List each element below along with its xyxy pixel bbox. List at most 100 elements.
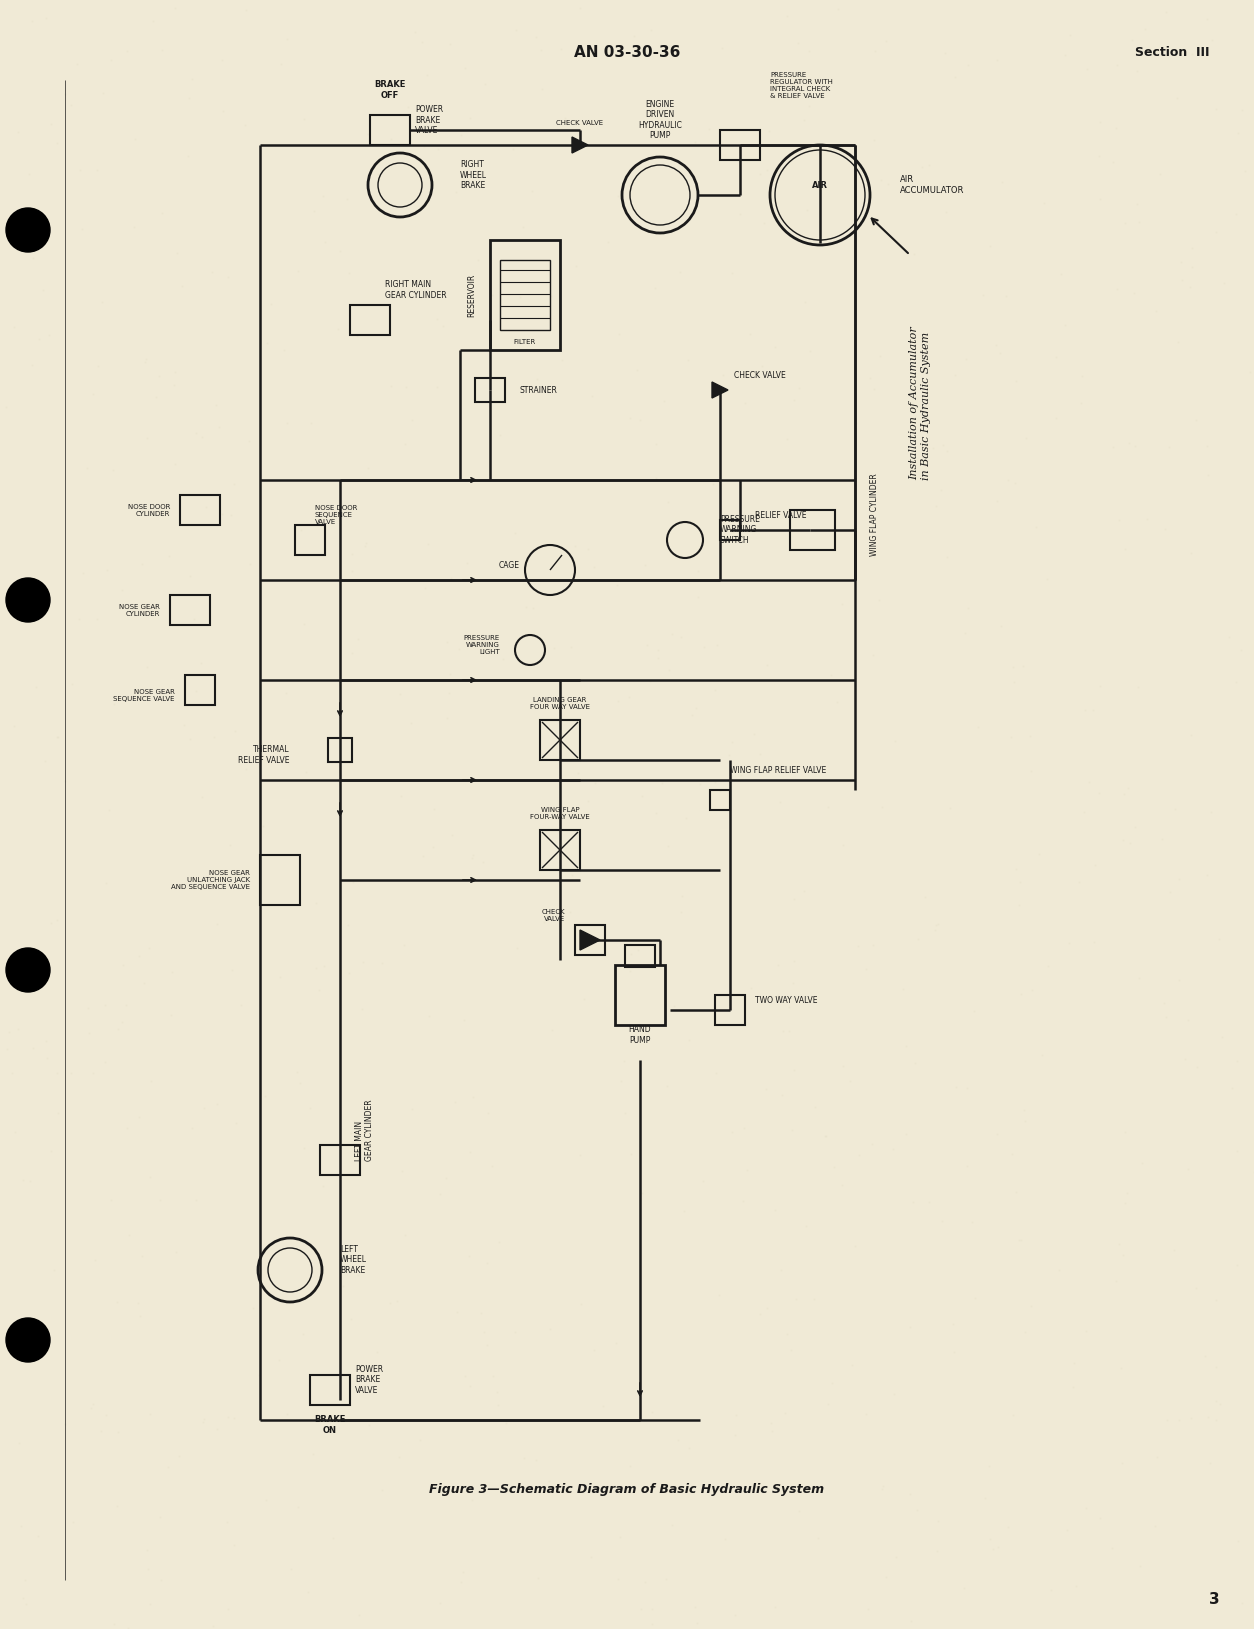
Bar — [329, 738, 352, 762]
Point — [1125, 433, 1145, 459]
Point — [923, 435, 943, 461]
Point — [571, 0, 591, 21]
Circle shape — [6, 948, 50, 992]
Point — [396, 375, 416, 401]
Point — [958, 52, 978, 78]
Point — [1226, 670, 1246, 696]
Point — [725, 1422, 745, 1448]
Point — [441, 823, 461, 849]
Point — [759, 117, 779, 143]
Point — [678, 347, 698, 373]
Point — [1090, 186, 1110, 212]
Point — [478, 1251, 498, 1277]
Point — [856, 956, 877, 982]
Point — [731, 762, 751, 788]
Point — [799, 93, 819, 119]
Point — [164, 371, 184, 397]
Point — [218, 1596, 238, 1622]
Point — [795, 288, 815, 314]
Point — [129, 1104, 149, 1131]
Point — [138, 425, 158, 451]
Point — [182, 65, 202, 91]
Point — [389, 1445, 409, 1471]
Point — [1228, 1528, 1248, 1554]
Point — [706, 1060, 726, 1087]
Point — [118, 1614, 138, 1629]
Point — [456, 551, 477, 577]
Point — [207, 911, 227, 937]
Point — [574, 986, 594, 1012]
Point — [460, 104, 480, 130]
Point — [340, 261, 360, 287]
Point — [1051, 261, 1071, 287]
Point — [504, 1318, 524, 1344]
Point — [1057, 1517, 1077, 1543]
Point — [243, 1295, 263, 1321]
Point — [135, 349, 155, 375]
Point — [298, 1579, 319, 1605]
Point — [207, 1091, 227, 1117]
Point — [1112, 1450, 1132, 1476]
Point — [257, 331, 277, 357]
Point — [117, 992, 137, 1018]
Polygon shape — [581, 930, 599, 950]
Point — [142, 1069, 162, 1095]
Point — [513, 213, 533, 239]
Point — [1157, 1407, 1178, 1434]
Point — [391, 784, 411, 810]
Point — [357, 121, 377, 147]
Point — [676, 805, 696, 831]
Point — [900, 1315, 920, 1341]
Point — [584, 771, 604, 797]
Point — [1119, 775, 1139, 801]
Point — [1021, 757, 1041, 784]
Point — [204, 723, 224, 749]
Point — [1090, 1505, 1110, 1531]
Point — [840, 1069, 860, 1095]
Point — [35, 748, 55, 774]
Point — [821, 663, 841, 689]
Point — [750, 1302, 770, 1328]
Point — [287, 1059, 307, 1085]
Point — [194, 1406, 214, 1432]
Point — [428, 137, 448, 163]
Point — [288, 257, 308, 283]
Point — [988, 1535, 1008, 1561]
Point — [394, 140, 414, 166]
Point — [534, 909, 554, 935]
Point — [394, 932, 414, 958]
Point — [1178, 1007, 1198, 1033]
Point — [130, 1303, 150, 1329]
Point — [1001, 723, 1021, 749]
Point — [895, 1121, 915, 1147]
Point — [730, 202, 750, 228]
Text: HAND
PUMP: HAND PUMP — [628, 1025, 651, 1044]
Point — [478, 1100, 498, 1126]
Point — [222, 956, 242, 982]
Point — [1075, 798, 1095, 824]
Point — [194, 1095, 214, 1121]
Point — [82, 1394, 102, 1420]
Point — [405, 20, 425, 46]
Point — [463, 1083, 483, 1109]
Point — [1002, 1140, 1022, 1166]
Point — [1112, 828, 1132, 854]
Text: TWO WAY VALVE: TWO WAY VALVE — [755, 995, 818, 1005]
Point — [398, 282, 418, 308]
Bar — [576, 925, 604, 955]
Point — [833, 591, 853, 617]
Point — [1063, 1350, 1083, 1377]
Point — [900, 1481, 920, 1507]
Point — [128, 1290, 148, 1316]
Point — [925, 912, 946, 938]
Point — [869, 588, 889, 614]
Point — [849, 1142, 869, 1168]
Point — [1137, 507, 1157, 533]
Point — [782, 969, 803, 995]
Text: BRAKE
OFF: BRAKE OFF — [374, 80, 406, 99]
Point — [932, 477, 952, 503]
Point — [255, 1083, 275, 1109]
Point — [463, 842, 483, 868]
Point — [784, 886, 804, 912]
Point — [138, 1556, 158, 1582]
